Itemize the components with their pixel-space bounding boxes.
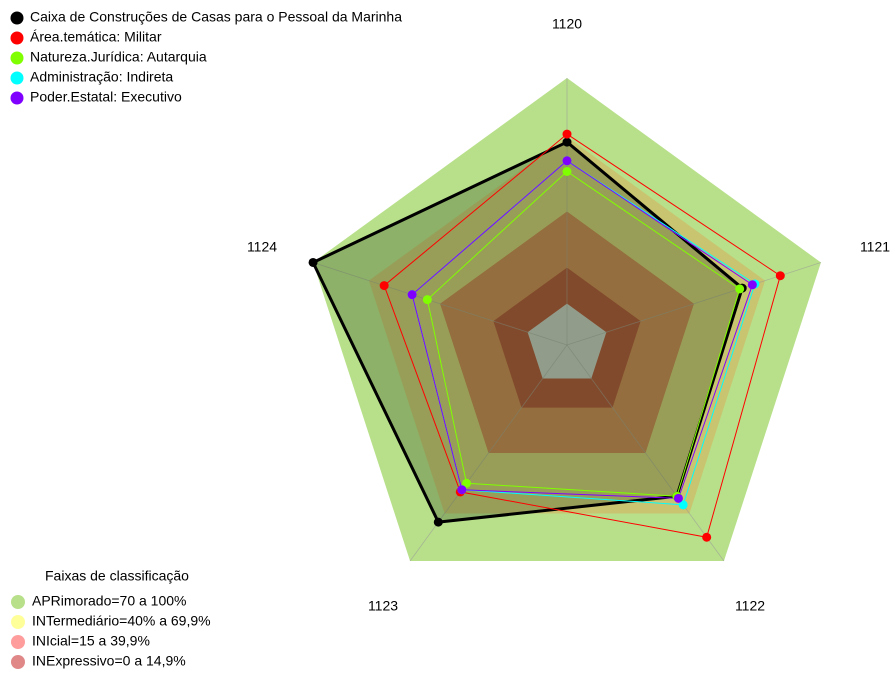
band-legend-label: INExpressivo=0 a 14,9% [32,653,186,669]
data-point [562,137,572,147]
band-legend-label: APRimorado=70 a 100% [32,593,187,609]
data-point [735,284,745,294]
data-point [462,478,472,488]
data-point [702,532,712,542]
legend-marker [10,31,24,45]
legend-marker [10,11,24,25]
legend-label: Natureza.Jurídica: Autarquia [30,49,207,65]
axis-label: 1121 [860,239,890,255]
legend-marker [10,91,24,105]
data-point [422,295,432,305]
data-point [678,500,688,510]
band-legend-marker [11,595,25,609]
legend-marker [10,71,24,85]
series-line [411,160,753,499]
axis-label: 1124 [247,239,277,255]
series-line [426,170,741,497]
series-line [383,133,781,538]
data-point [562,156,572,166]
data-point [775,271,785,281]
legend-label: Área.temática: Militar [30,29,162,45]
data-point [379,281,389,291]
band-legend-marker [11,635,25,649]
data-point [308,257,318,267]
axis-label: 1123 [368,598,398,614]
data-point [457,485,467,495]
spoke [312,262,568,346]
axis-label: 1120 [552,16,582,32]
data-point [747,280,757,290]
data-point [562,166,572,176]
spoke [566,344,725,562]
band-legend-label: INIcial=15 a 39,9% [32,633,150,649]
data-point [407,290,417,300]
band-legend-title: Faixas de classificação [45,568,189,584]
band-legend-marker [11,655,25,669]
band-legend-label: INTermediário=40% a 69,9% [32,613,211,629]
axis-label: 1122 [735,598,765,614]
legend-marker [10,51,24,65]
data-point [673,493,683,503]
band-legend-marker [11,615,25,629]
legend-label: Poder.Estatal: Executivo [30,89,182,105]
data-point [433,517,443,527]
series-line [311,140,744,524]
legend-label: Caixa de Construções de Casas para o Pes… [30,9,402,25]
data-point [562,129,572,139]
legend-label: Administração: Indireta [30,69,173,85]
